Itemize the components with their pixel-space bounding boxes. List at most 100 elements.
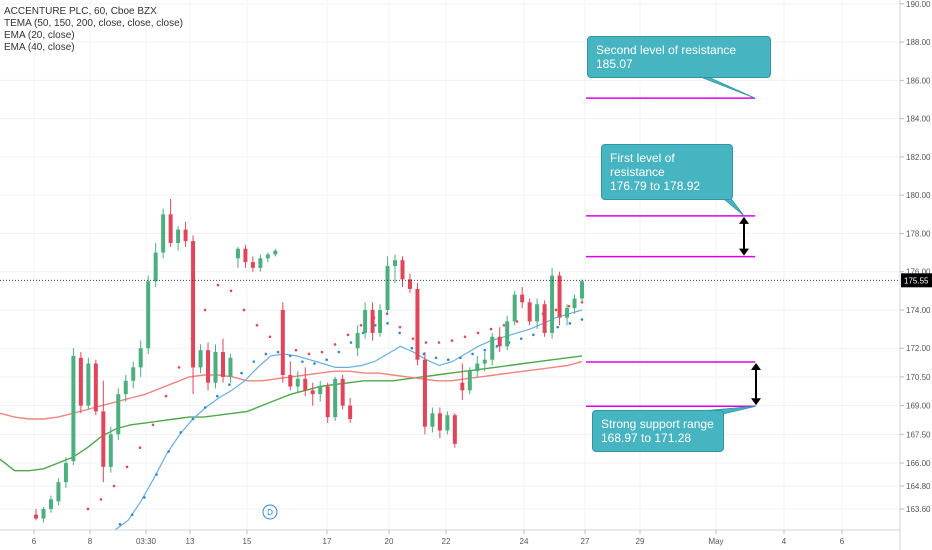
candle-body[interactable]	[422, 359, 427, 427]
candle-body[interactable]	[310, 390, 315, 395]
candle-body[interactable]	[34, 514, 38, 519]
candle-body[interactable]	[280, 309, 285, 376]
candle-body[interactable]	[475, 363, 480, 372]
candle-body[interactable]	[213, 352, 218, 383]
candle-body[interactable]	[565, 308, 570, 318]
candle-body[interactable]	[295, 378, 300, 387]
candle-body[interactable]	[131, 367, 136, 381]
candle-body[interactable]	[415, 288, 420, 360]
resistance-2-callout[interactable]: Second level of resistance 185.07	[587, 36, 771, 78]
y-tick-label: 163.60	[906, 505, 931, 514]
candles[interactable]	[34, 198, 584, 523]
candle-body[interactable]	[580, 281, 584, 299]
tema-dot-blue	[143, 496, 146, 499]
candle-body[interactable]	[161, 214, 166, 253]
tema-dot-red	[333, 343, 337, 346]
symbol-title[interactable]: ACCENTURE PLC, 60, Cboe BZX	[4, 6, 157, 17]
candle-body[interactable]	[445, 415, 450, 431]
candle-body[interactable]	[176, 229, 181, 243]
candle-body[interactable]	[325, 386, 330, 418]
candle-body[interactable]	[108, 434, 113, 467]
candle-body[interactable]	[482, 359, 487, 364]
candle-body[interactable]	[437, 413, 442, 431]
candle-body[interactable]	[407, 279, 412, 289]
candle-body[interactable]	[86, 363, 91, 406]
candle-body[interactable]	[101, 411, 106, 467]
price-axis[interactable]: 163.60 164.80 166.00 167.50 169.00 170.50 172.…	[899, 0, 931, 550]
candle-body[interactable]	[400, 260, 405, 280]
candle-body[interactable]	[505, 321, 510, 347]
candle-body[interactable]	[250, 262, 255, 268]
candle-body[interactable]	[535, 304, 540, 322]
candle-body[interactable]	[228, 357, 233, 377]
candle-body[interactable]	[430, 413, 435, 427]
candle-body[interactable]	[370, 309, 375, 333]
candle-body[interactable]	[512, 294, 517, 322]
dividend-badge[interactable]	[262, 504, 278, 520]
tema-dot-blue	[568, 322, 572, 325]
tema-dot-blue	[203, 406, 207, 409]
candle-body[interactable]	[333, 378, 338, 418]
tema-dot-red	[203, 308, 207, 312]
candle-body[interactable]	[318, 386, 323, 395]
candle-body[interactable]	[183, 229, 188, 242]
ema40-legend[interactable]: EMA (40, close)	[4, 42, 75, 53]
candle-body[interactable]	[206, 350, 211, 383]
candle-body[interactable]	[78, 357, 83, 406]
tema-dot-blue	[179, 431, 183, 434]
chart-legend: ACCENTURE PLC, 60, Cboe BZX TEMA (50, 15…	[4, 6, 183, 54]
time-axis[interactable]: 6 8 03:30 13 15 17 20 22 24 27 29 May 4 6 D	[0, 504, 900, 546]
candle-body[interactable]	[235, 248, 240, 259]
candle-body[interactable]	[123, 380, 128, 395]
tema-dot-blue	[532, 333, 535, 337]
candle-body[interactable]	[303, 378, 308, 391]
candle-body[interactable]	[288, 375, 293, 387]
candle-body[interactable]	[41, 508, 46, 519]
candle-body[interactable]	[191, 241, 196, 368]
candle-body[interactable]	[527, 302, 532, 322]
candle-body[interactable]	[265, 254, 270, 259]
candle-body[interactable]	[258, 258, 263, 268]
candle-body[interactable]	[243, 248, 248, 263]
candle-body[interactable]	[490, 336, 495, 360]
candle-body[interactable]	[273, 250, 278, 255]
y-tick-label: 174.00	[906, 306, 931, 315]
candle-body[interactable]	[348, 405, 353, 420]
candle-body[interactable]	[71, 355, 76, 462]
candle-body[interactable]	[355, 332, 360, 349]
candle-body[interactable]	[63, 463, 68, 483]
x-tick-label: 27	[581, 537, 590, 546]
candle-body[interactable]	[363, 309, 368, 333]
candle-body[interactable]	[340, 378, 345, 406]
candle-body[interactable]	[198, 350, 203, 368]
support-callout[interactable]: Strong support range 168.97 to 171.28	[592, 410, 724, 452]
candle-body[interactable]	[550, 275, 555, 333]
candle-body[interactable]	[572, 298, 577, 309]
tema-dot-red	[138, 446, 142, 450]
candle-body[interactable]	[378, 309, 383, 333]
resistance-1-callout[interactable]: First level of resistance 176.79 to 178.…	[601, 144, 733, 200]
tema-legend[interactable]: TEMA (50, 150, 200, close, close, close)	[4, 18, 183, 29]
candle-body[interactable]	[467, 371, 472, 391]
candle-body[interactable]	[542, 304, 547, 333]
candle-body[interactable]	[146, 281, 151, 349]
tema-dot-red	[411, 337, 415, 340]
candle-body[interactable]	[385, 265, 390, 310]
candle-body[interactable]	[557, 275, 562, 318]
candle-body[interactable]	[393, 260, 398, 266]
candle-body[interactable]	[452, 415, 457, 444]
candle-body[interactable]	[520, 294, 525, 303]
candle-body[interactable]	[460, 382, 465, 391]
price-levels[interactable]	[586, 97, 755, 407]
ema20-legend[interactable]: EMA (20, close)	[4, 30, 75, 41]
candle-body[interactable]	[168, 214, 173, 243]
candle-body[interactable]	[93, 363, 98, 412]
candle-body[interactable]	[220, 352, 225, 377]
candle-body[interactable]	[497, 336, 502, 347]
candle-body[interactable]	[138, 348, 143, 368]
candle-body[interactable]	[48, 499, 53, 509]
candle-body[interactable]	[153, 252, 158, 282]
candle-body[interactable]	[56, 482, 61, 502]
candle-body[interactable]	[116, 394, 121, 435]
